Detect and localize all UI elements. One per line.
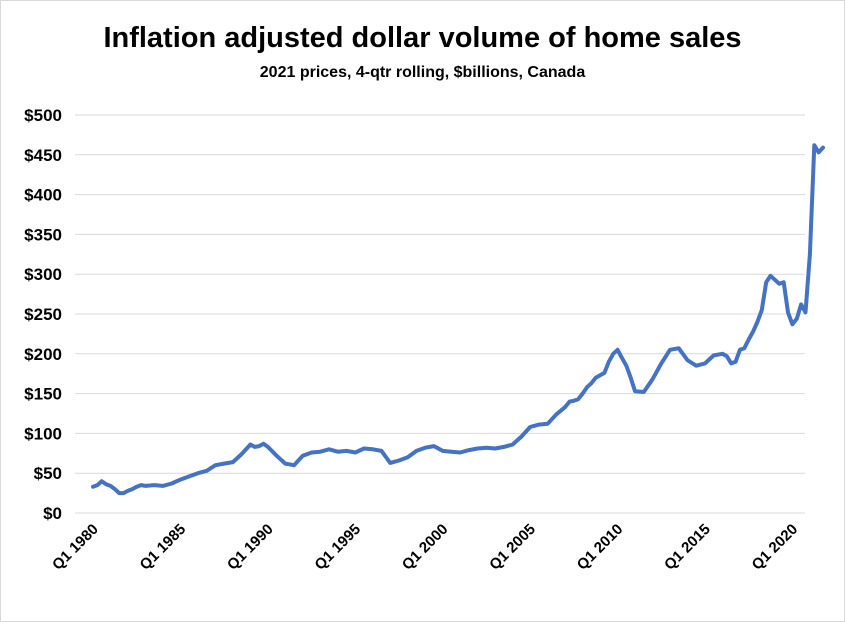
series-line: [91, 143, 825, 496]
y-tick-label: $0: [43, 504, 62, 523]
x-tick-label: Q1 2000: [399, 521, 452, 574]
x-tick-label: Q1 2005: [486, 521, 539, 574]
x-tick-label: Q1 1995: [311, 521, 364, 574]
chart-title: Inflation adjusted dollar volume of home…: [103, 22, 742, 54]
x-tick-label: Q1 1980: [49, 521, 102, 574]
x-tick-label: Q1 1990: [224, 521, 277, 574]
y-tick-label: $500: [24, 106, 62, 125]
x-axis-tick-labels: Q1 1980 Q1 1985 Q1 1990 Q1 1995 Q1 2000 Q1 20…: [49, 521, 801, 574]
x-tick-label: Q1 2020: [749, 521, 802, 574]
y-tick-label: $150: [24, 385, 62, 404]
gridlines: [75, 114, 805, 474]
y-tick-label: $450: [24, 146, 62, 165]
x-tick-label: Q1 2010: [574, 521, 627, 574]
y-axis-tick-labels: $0 $50 $100 $150 $200 $250 $300 $350 $400 $450 $50…: [24, 106, 62, 523]
y-tick-label: $350: [24, 225, 62, 244]
chart-subtitle: 2021 prices, 4-qtr rolling, $billions, C…: [259, 64, 586, 81]
y-tick-label: $250: [24, 305, 62, 324]
y-tick-label: $200: [24, 345, 62, 364]
x-tick-label: Q1 1985: [137, 521, 190, 574]
x-tick-label: Q1 2015: [661, 521, 714, 574]
y-tick-label: $400: [24, 186, 62, 205]
y-tick-label: $100: [24, 424, 62, 443]
y-tick-label: $50: [34, 464, 62, 483]
y-tick-label: $300: [24, 265, 62, 284]
